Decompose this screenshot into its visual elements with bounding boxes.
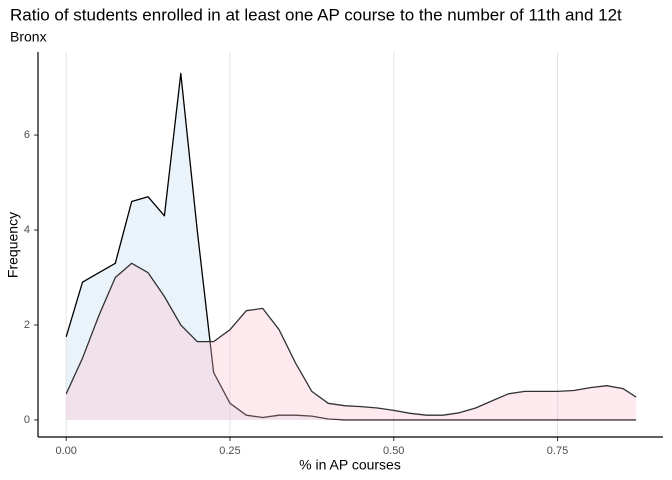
y-tick-label: 6: [24, 129, 30, 141]
density-line: [65, 72, 637, 421]
density-line: [65, 262, 637, 416]
y-tick-label: 2: [24, 319, 30, 331]
chart-subtitle: Bronx: [10, 29, 47, 45]
density-area: [66, 263, 637, 420]
chart-title: Ratio of students enrolled in at least o…: [10, 5, 622, 24]
y-axis-label: Frequency: [5, 212, 21, 278]
x-axis-label: % in AP courses: [299, 457, 401, 473]
y-tick-label: 4: [24, 224, 30, 236]
x-tick-label: 0.25: [219, 445, 240, 457]
x-tick-label: 0.50: [383, 445, 404, 457]
x-tick-label: 0.00: [55, 445, 76, 457]
x-tick-label: 0.75: [547, 445, 568, 457]
y-tick-label: 0: [24, 414, 30, 426]
